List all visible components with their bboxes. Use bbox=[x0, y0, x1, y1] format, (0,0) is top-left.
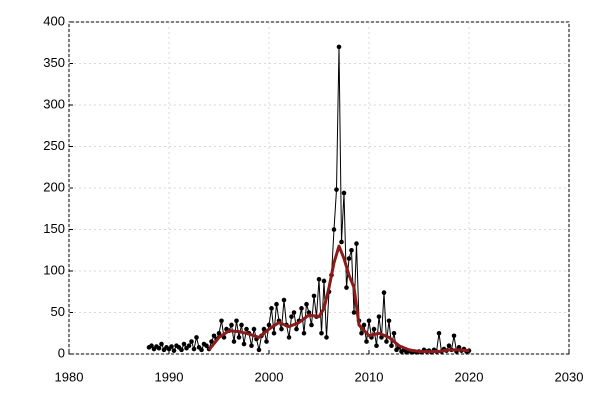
data-point bbox=[384, 339, 389, 344]
data-point bbox=[244, 326, 249, 332]
data-point bbox=[334, 187, 339, 192]
series-line bbox=[207, 244, 470, 354]
data-point bbox=[366, 318, 372, 324]
data-point bbox=[361, 322, 367, 328]
y-tick-label: 150 bbox=[43, 221, 65, 236]
data-point bbox=[289, 314, 294, 319]
data-point bbox=[371, 326, 377, 332]
data-point bbox=[376, 314, 382, 319]
data-point bbox=[209, 339, 214, 344]
y-tick-label: 100 bbox=[43, 262, 65, 277]
x-tick-label: 1980 bbox=[55, 369, 84, 384]
data-point bbox=[294, 326, 299, 332]
data-point bbox=[216, 330, 222, 336]
data-point bbox=[319, 330, 324, 336]
data-point bbox=[301, 330, 307, 336]
data-point bbox=[179, 347, 184, 353]
data-point bbox=[264, 339, 269, 344]
data-point bbox=[374, 343, 379, 349]
data-point bbox=[354, 241, 359, 246]
data-point bbox=[191, 346, 197, 352]
x-tick-label: 2030 bbox=[555, 369, 584, 384]
data-point bbox=[271, 330, 277, 336]
data-point bbox=[341, 190, 347, 196]
data-point bbox=[286, 335, 292, 340]
y-tick-label: 350 bbox=[43, 55, 65, 70]
data-point bbox=[234, 318, 239, 324]
data-point bbox=[211, 333, 217, 339]
data-point bbox=[199, 347, 204, 353]
data-point bbox=[299, 306, 304, 311]
data-point bbox=[186, 343, 192, 349]
data-point bbox=[446, 343, 452, 349]
data-point bbox=[359, 330, 364, 336]
data-point bbox=[256, 347, 262, 353]
data-point bbox=[364, 339, 369, 344]
data-point bbox=[156, 345, 162, 351]
data-point bbox=[306, 310, 312, 315]
data-point bbox=[279, 326, 284, 332]
data-point bbox=[291, 310, 297, 315]
data-point bbox=[266, 322, 272, 328]
data-point bbox=[381, 290, 387, 295]
data-point bbox=[236, 335, 242, 340]
data-point bbox=[249, 343, 254, 349]
data-point bbox=[194, 335, 199, 340]
data-point bbox=[181, 341, 187, 347]
data-point bbox=[219, 318, 224, 324]
data-point bbox=[344, 285, 349, 290]
data-point bbox=[251, 326, 257, 332]
data-point bbox=[239, 322, 244, 328]
y-tick-label: 250 bbox=[43, 138, 65, 153]
data-point bbox=[171, 348, 177, 353]
data-point bbox=[231, 339, 237, 344]
x-tick-label: 2010 bbox=[355, 369, 384, 384]
x-tick-label: 2000 bbox=[255, 369, 284, 384]
data-point bbox=[274, 301, 279, 307]
data-point bbox=[336, 44, 342, 50]
data-point bbox=[346, 256, 352, 261]
data-point bbox=[204, 343, 209, 349]
data-point bbox=[241, 341, 247, 347]
y-tick-label: 300 bbox=[43, 96, 65, 111]
data-point bbox=[304, 301, 309, 307]
series-line bbox=[148, 46, 470, 353]
y-tick-label: 0 bbox=[58, 345, 65, 360]
data-point bbox=[229, 322, 234, 328]
data-point bbox=[324, 335, 329, 340]
data-point bbox=[281, 297, 287, 303]
data-point bbox=[386, 318, 392, 324]
data-point bbox=[391, 330, 397, 336]
data-point bbox=[149, 343, 154, 349]
data-point bbox=[339, 239, 344, 245]
data-point bbox=[159, 341, 164, 347]
y-tick-label: 200 bbox=[43, 179, 65, 194]
data-point bbox=[261, 326, 267, 332]
data-point bbox=[331, 227, 337, 232]
x-tick-label: 2020 bbox=[455, 369, 484, 384]
data-point bbox=[321, 278, 327, 284]
y-tick-label: 400 bbox=[43, 13, 65, 28]
data-point bbox=[269, 306, 274, 311]
x-tick-label: 1990 bbox=[155, 369, 184, 384]
data-point bbox=[189, 339, 194, 344]
data-point bbox=[169, 344, 174, 349]
data-point bbox=[451, 333, 457, 339]
data-point bbox=[351, 310, 357, 315]
data-point bbox=[389, 343, 394, 349]
y-tick-label: 50 bbox=[51, 304, 65, 319]
data-point bbox=[316, 277, 322, 282]
data-point bbox=[309, 322, 314, 328]
data-point bbox=[349, 247, 354, 253]
data-point bbox=[311, 293, 317, 299]
data-point bbox=[436, 330, 442, 336]
